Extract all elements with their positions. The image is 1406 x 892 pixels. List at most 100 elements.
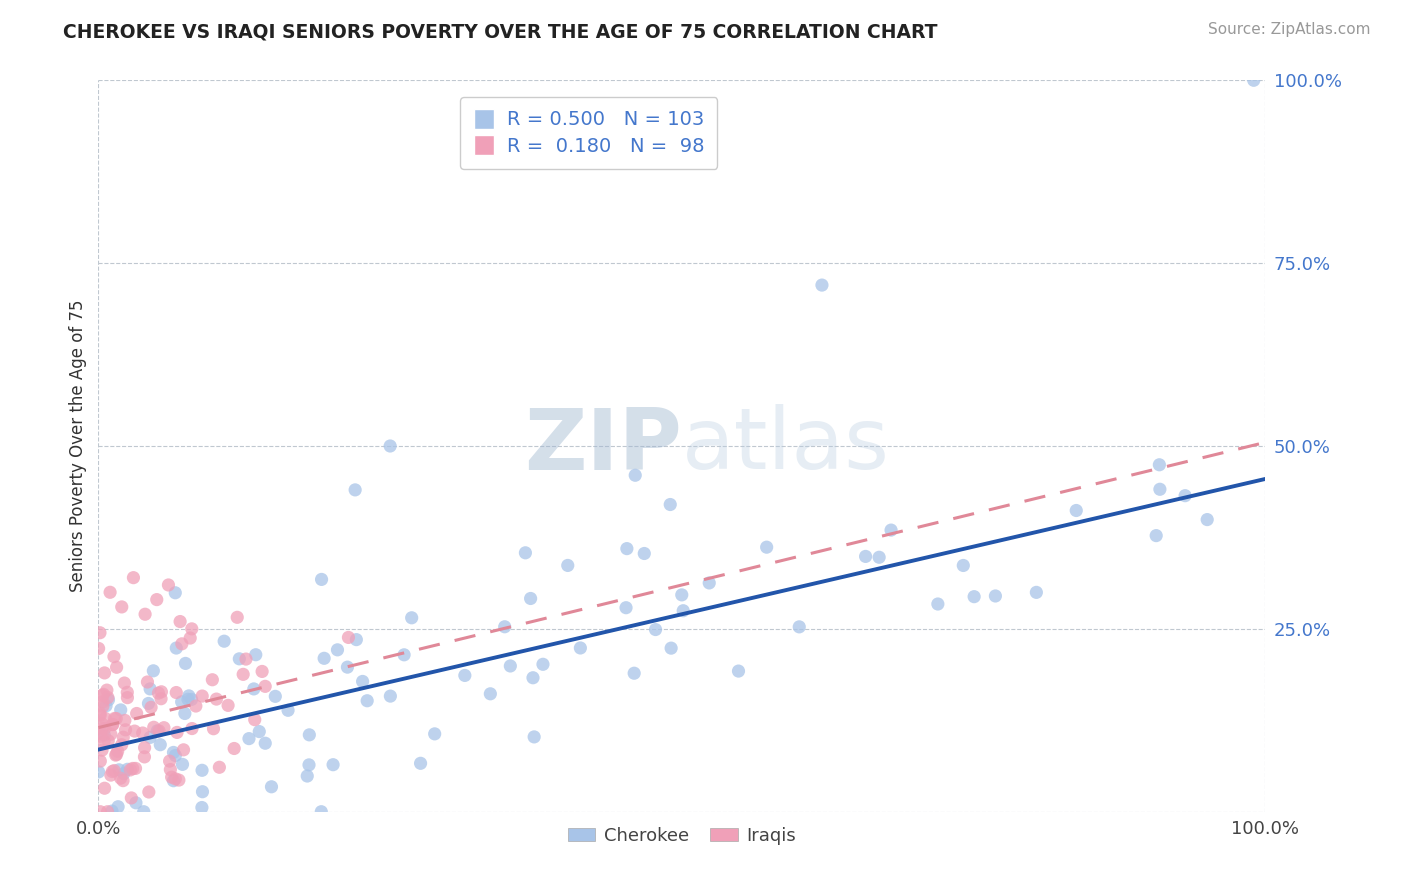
Point [179, 631, 201, 645]
Point [103, 764, 125, 778]
Point [89, 706, 111, 721]
Point [614, 600, 637, 615]
Point [984, 589, 1007, 603]
Point [963, 590, 986, 604]
Point [90, 727, 112, 741]
Point [226, 610, 249, 624]
Point [101, 764, 124, 779]
Point [337, 631, 360, 645]
Point [105, 747, 128, 762]
Point [855, 549, 877, 564]
Point [153, 721, 176, 735]
Point [91, 699, 114, 714]
Point [787, 620, 810, 634]
Point [232, 667, 254, 681]
Point [136, 675, 159, 690]
Point [93, 734, 115, 748]
Point [264, 690, 287, 704]
Point [1149, 458, 1171, 472]
Point [104, 748, 127, 763]
Point [117, 685, 139, 699]
Y-axis label: Seniors Poverty Over the Age of 75: Seniors Poverty Over the Age of 75 [69, 300, 87, 592]
Point [89, 754, 111, 768]
Point [93, 728, 115, 742]
Point [243, 681, 266, 696]
Point [623, 666, 645, 681]
Point [132, 805, 155, 819]
Point [112, 676, 135, 690]
Point [1025, 585, 1047, 599]
Point [927, 597, 949, 611]
Point [162, 746, 184, 760]
Point [134, 750, 156, 764]
Point [277, 703, 299, 717]
Text: Source: ZipAtlas.com: Source: ZipAtlas.com [1208, 22, 1371, 37]
Point [120, 763, 142, 777]
Point [114, 723, 136, 737]
Point [159, 754, 181, 768]
Point [177, 689, 200, 703]
Point [1197, 512, 1219, 526]
Point [409, 756, 432, 771]
Point [100, 768, 122, 782]
Point [1174, 489, 1197, 503]
Point [146, 592, 169, 607]
Point [166, 725, 188, 739]
Point [169, 615, 191, 629]
Point [201, 673, 224, 687]
Point [727, 664, 749, 678]
Point [297, 769, 319, 783]
Point [101, 717, 124, 731]
Point [952, 558, 974, 573]
Text: ZIP: ZIP [524, 404, 682, 488]
Point [94, 711, 117, 725]
Point [87, 641, 110, 656]
Point [107, 744, 129, 758]
Point [170, 637, 193, 651]
Point [519, 591, 541, 606]
Point [104, 711, 127, 725]
Point [96, 683, 118, 698]
Point [120, 791, 142, 805]
Point [671, 588, 693, 602]
Point [235, 652, 257, 666]
Text: CHEROKEE VS IRAQI SENIORS POVERTY OVER THE AGE OF 75 CORRELATION CHART: CHEROKEE VS IRAQI SENIORS POVERTY OVER T… [63, 22, 938, 41]
Point [173, 706, 195, 721]
Point [100, 727, 122, 741]
Point [165, 685, 187, 699]
Point [880, 523, 903, 537]
Point [91, 743, 114, 757]
Point [90, 716, 112, 731]
Point [111, 599, 134, 614]
Point [139, 700, 162, 714]
Point [322, 757, 344, 772]
Point [479, 687, 502, 701]
Point [134, 740, 156, 755]
Point [125, 706, 148, 721]
Point [208, 760, 231, 774]
Legend: Cherokee, Iraqis: Cherokee, Iraqis [558, 818, 806, 854]
Point [191, 800, 214, 814]
Point [165, 772, 187, 786]
Point [124, 724, 146, 739]
Point [191, 785, 214, 799]
Point [91, 689, 114, 703]
Point [103, 649, 125, 664]
Point [1064, 503, 1087, 517]
Point [401, 611, 423, 625]
Point [755, 540, 778, 554]
Point [311, 805, 333, 819]
Point [181, 722, 204, 736]
Point [170, 695, 193, 709]
Point [624, 468, 647, 483]
Point [134, 607, 156, 622]
Point [254, 679, 277, 693]
Point [138, 785, 160, 799]
Point [98, 585, 121, 599]
Point [107, 799, 129, 814]
Point [659, 641, 682, 656]
Point [174, 657, 197, 671]
Point [659, 498, 682, 512]
Point [89, 708, 111, 723]
Point [184, 699, 207, 714]
